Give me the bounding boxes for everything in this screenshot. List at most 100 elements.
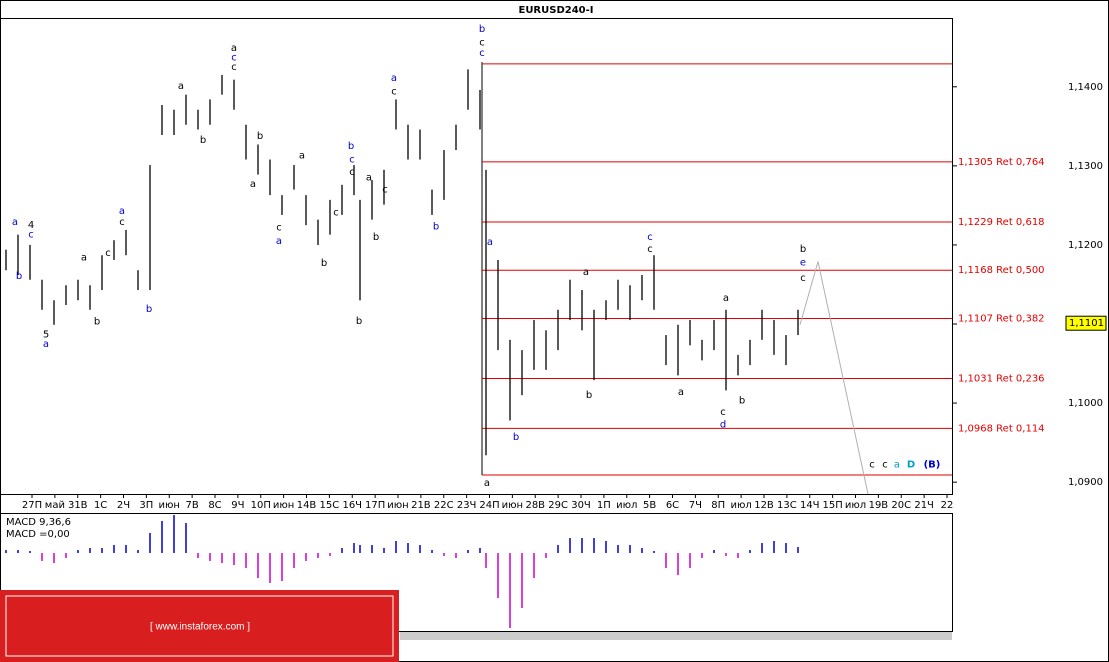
x-tick-label: 31В	[68, 500, 88, 511]
wave-label: a	[178, 81, 184, 92]
x-tick-label: июн	[159, 500, 180, 511]
watermark-text: [ www.instaforex.com ]	[150, 622, 250, 633]
wave-label: b	[94, 317, 100, 328]
wave-label: c	[800, 273, 806, 284]
y-tick-label: 1,0900	[1068, 477, 1103, 488]
wave-label: c	[105, 248, 111, 259]
x-tick-label: 12В	[754, 500, 774, 511]
wave-label: a	[366, 173, 372, 184]
wave-label: a	[391, 73, 397, 84]
x-tick-label: 3П	[139, 500, 153, 511]
x-tick-label: июн	[502, 500, 523, 511]
level-label: 1,1031 Ret 0,236	[958, 374, 1045, 385]
wave-label: a	[678, 387, 684, 398]
level-label: 1,1305 Ret 0,764	[958, 157, 1045, 168]
x-tick-label: 14В	[297, 500, 317, 511]
wave-label: a	[119, 206, 125, 217]
x-tick-label: 21Ч	[914, 500, 934, 511]
y-tick-label: 1,1400	[1068, 82, 1103, 93]
watermark-box	[0, 590, 399, 662]
x-tick-label: июн	[273, 500, 294, 511]
wave-label: a	[12, 217, 18, 228]
wave-label: c	[333, 208, 339, 219]
x-tick-label: 20С	[891, 500, 911, 511]
wave-label: c	[382, 185, 388, 196]
watermark-border	[5, 595, 394, 657]
x-tick-label: июл	[616, 500, 637, 511]
y-tick-label: 1,1300	[1068, 161, 1103, 172]
wave-label: 5	[43, 329, 49, 340]
x-tick-label: 16Ч	[342, 500, 362, 511]
x-tick-label: 15С	[320, 500, 340, 511]
level-label: 1,1107 Ret 0,382	[958, 313, 1045, 324]
x-tick-label: 9Ч	[231, 500, 244, 511]
x-tick-label: 10П	[251, 500, 271, 511]
level-label: 1,0968 Ret 0,114	[958, 423, 1045, 434]
x-tick-label: 22	[941, 500, 954, 511]
x-tick-label: 8С	[208, 500, 221, 511]
wave-label: e	[800, 257, 806, 268]
wave-label: b	[373, 232, 379, 243]
wave-label: a	[894, 460, 900, 471]
last-price-box	[1065, 315, 1107, 331]
wave-label: c	[231, 62, 237, 73]
wave-label: a	[487, 237, 493, 248]
x-tick-label: 21В	[411, 500, 431, 511]
wave-label: b	[257, 131, 263, 142]
wave-label: b	[200, 135, 206, 146]
macd-panel	[0, 513, 953, 632]
wave-label: b	[321, 258, 327, 269]
x-tick-label: 14Ч	[800, 500, 820, 511]
wave-label: (B)	[924, 460, 941, 471]
wave-label: a	[723, 293, 729, 304]
wave-label: b	[739, 396, 745, 407]
wave-label: a	[299, 151, 305, 162]
x-tick-label: 28В	[525, 500, 545, 511]
x-tick-label: май	[45, 500, 65, 511]
x-tick-label: 1С	[94, 500, 107, 511]
wave-label: b	[513, 432, 519, 443]
price-panel	[0, 18, 953, 495]
wave-label: c	[647, 232, 653, 243]
x-tick-label: 5В	[643, 500, 656, 511]
macd-value: MACD =0,00	[6, 529, 70, 540]
y-tick-label: 1,1200	[1068, 240, 1103, 251]
x-tick-label: июн	[387, 500, 408, 511]
wave-label: b	[356, 316, 362, 327]
wave-label: b	[433, 222, 439, 233]
wave-label: c	[882, 460, 888, 471]
x-tick-label: июл	[845, 500, 866, 511]
x-tick-label: 1П	[597, 500, 611, 511]
x-tick-label: 17П	[365, 500, 385, 511]
wave-label: b	[479, 24, 485, 35]
wave-label: b	[16, 271, 22, 282]
x-tick-label: 7В	[186, 500, 199, 511]
x-tick-label: 13С	[777, 500, 797, 511]
chart-title: EURUSD240-I	[518, 5, 593, 16]
x-tick-label: 29С	[548, 500, 568, 511]
wave-label: c	[479, 48, 485, 59]
wave-label: b	[800, 244, 806, 255]
x-tick-label: 23Ч	[457, 500, 477, 511]
wave-label: c	[647, 244, 653, 255]
level-label: 1,1168 Ret 0,500	[958, 265, 1045, 276]
wave-label: c	[28, 230, 34, 241]
wave-label: a	[276, 236, 282, 247]
wave-label: c	[479, 38, 485, 49]
wave-label: c	[349, 155, 355, 166]
wave-label: b	[146, 304, 152, 315]
y-tick-label: 1,1000	[1068, 398, 1103, 409]
x-tick-label: 22С	[434, 500, 454, 511]
projection-line	[799, 261, 869, 495]
wave-label: c	[869, 460, 875, 471]
wave-label: a	[250, 179, 256, 190]
scroll-strip	[400, 632, 952, 640]
wave-label: D	[907, 460, 915, 471]
wave-label: d	[720, 419, 726, 430]
last-price-label: 1,1101	[1069, 318, 1104, 329]
watermark: [ www.instaforex.com ]	[0, 590, 399, 662]
x-tick-label: июл	[730, 500, 751, 511]
